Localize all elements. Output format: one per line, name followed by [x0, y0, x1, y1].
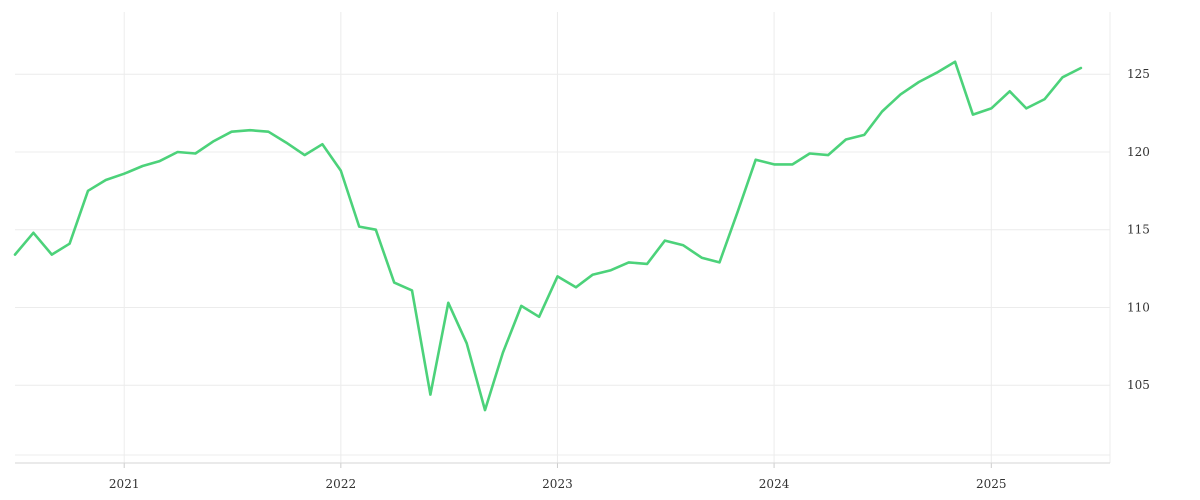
y-tick-label: 120	[1127, 145, 1150, 159]
y-tick-label: 125	[1127, 67, 1150, 81]
tick-labels: 105 110 115 120 125 2021 2022 2023 2024 2025	[109, 67, 1150, 491]
y-tick-label: 115	[1127, 223, 1150, 237]
series-line	[13, 60, 1083, 412]
series-layer	[13, 60, 1083, 412]
x-tick-label: 2023	[542, 477, 573, 491]
x-tick-label: 2022	[326, 477, 357, 491]
y-tick-label: 110	[1127, 300, 1150, 314]
y-tick-label: 105	[1127, 378, 1150, 392]
x-tick-label: 2024	[759, 477, 790, 491]
axes	[15, 462, 1110, 468]
x-tick-label: 2025	[976, 477, 1007, 491]
x-tick-label: 2021	[109, 477, 140, 491]
